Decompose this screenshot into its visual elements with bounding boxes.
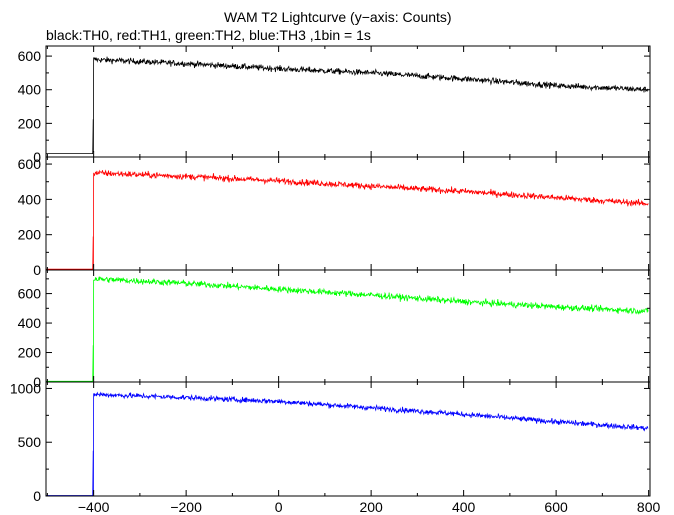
y-tick-label: 0 xyxy=(33,149,41,165)
y-tick-label: 600 xyxy=(18,286,42,302)
y-tick-label: 200 xyxy=(18,227,42,243)
y-tick-label: 400 xyxy=(18,315,42,331)
series-line-th2 xyxy=(46,276,649,382)
chart-title: WAM T2 Lightcurve (y−axis: Counts) xyxy=(224,9,452,25)
y-tick-label: 0 xyxy=(33,374,41,390)
x-tick-label: 800 xyxy=(637,499,661,515)
x-tick-label: −200 xyxy=(170,499,202,515)
y-tick-label: 1000 xyxy=(10,380,41,396)
x-tick-label: 400 xyxy=(452,499,476,515)
x-tick-label: 200 xyxy=(359,499,383,515)
series-line-th1 xyxy=(46,169,649,270)
y-tick-label: 0 xyxy=(33,262,41,278)
x-tick-label: 600 xyxy=(544,499,568,515)
series-line-th3 xyxy=(46,391,649,496)
series-line-th0 xyxy=(46,56,649,154)
y-tick-label: 200 xyxy=(18,115,42,131)
y-tick-label: 400 xyxy=(18,82,42,98)
x-tick-label: −400 xyxy=(78,499,110,515)
panel-frame-th2 xyxy=(45,269,651,383)
y-tick-label: 200 xyxy=(18,345,42,361)
y-tick-label: 400 xyxy=(18,191,42,207)
x-tick-label: 0 xyxy=(275,499,283,515)
y-tick-label: 0 xyxy=(33,488,41,504)
y-tick-label: 500 xyxy=(18,434,42,450)
chart-subtitle: black:TH0, red:TH1, green:TH2, blue:TH3 … xyxy=(46,27,371,43)
panel-frame-th3 xyxy=(45,381,651,497)
y-tick-label: 600 xyxy=(18,156,42,172)
y-tick-label: 600 xyxy=(18,48,42,64)
